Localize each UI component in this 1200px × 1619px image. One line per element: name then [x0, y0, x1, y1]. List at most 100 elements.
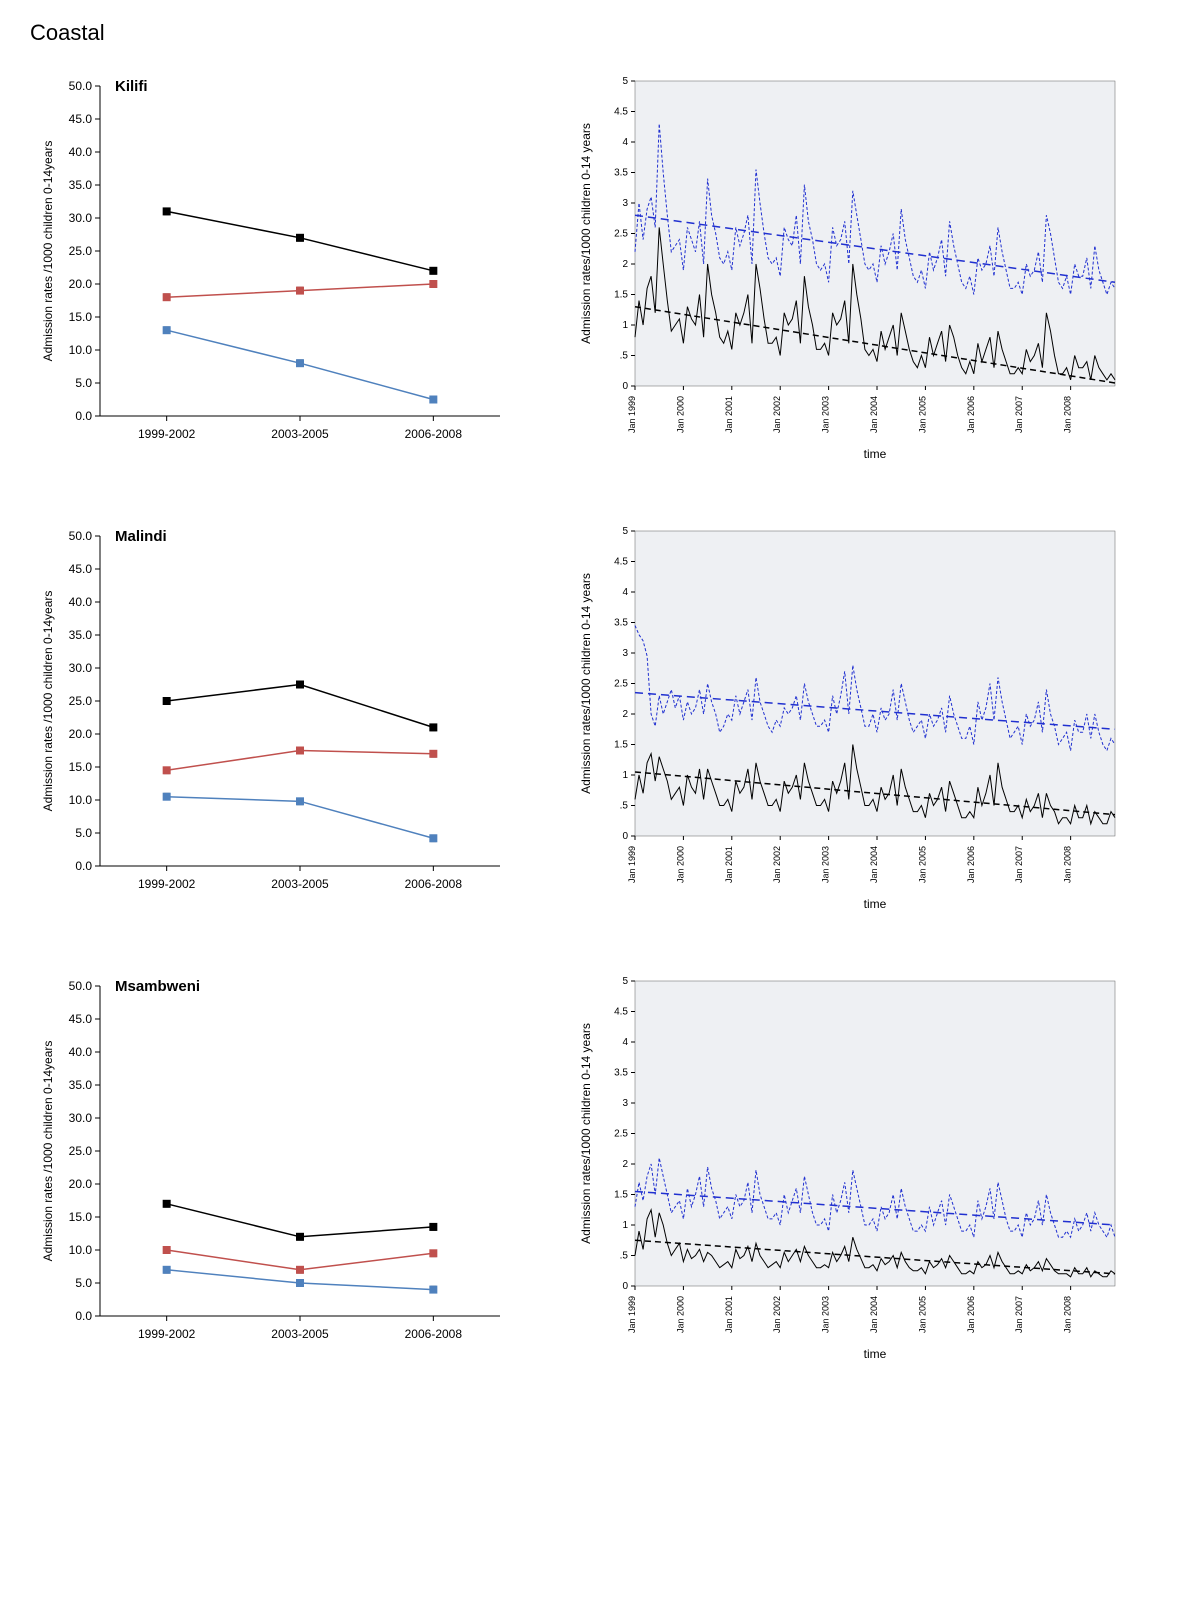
svg-text:1999-2002: 1999-2002	[138, 427, 196, 441]
svg-text:4: 4	[622, 587, 628, 598]
svg-text:Jan 2000: Jan 2000	[675, 396, 685, 433]
svg-text:40.0: 40.0	[69, 145, 93, 159]
svg-text:Jan 2001: Jan 2001	[724, 846, 734, 883]
svg-text:Jan 2007: Jan 2007	[1014, 846, 1024, 883]
svg-text:Jan 2007: Jan 2007	[1014, 1296, 1024, 1333]
svg-text:5.0: 5.0	[75, 826, 92, 840]
svg-text:3.5: 3.5	[614, 618, 628, 629]
svg-text:Jan 2008: Jan 2008	[1063, 1296, 1073, 1333]
site-row-msambweni: 0.05.010.015.020.025.030.035.040.045.050…	[30, 966, 1170, 1366]
svg-text:4: 4	[622, 137, 628, 148]
svg-text:30.0: 30.0	[69, 661, 93, 675]
svg-text:Jan 2000: Jan 2000	[675, 1296, 685, 1333]
svg-text:5.0: 5.0	[75, 376, 92, 390]
svg-text:Jan 2004: Jan 2004	[869, 396, 879, 433]
svg-text:time: time	[864, 1347, 887, 1361]
svg-text:15.0: 15.0	[69, 760, 93, 774]
svg-text:1: 1	[622, 320, 628, 331]
time-series-chart: 0.511.522.533.544.55Jan 1999Jan 2000Jan …	[570, 966, 1130, 1366]
svg-text:Jan 1999: Jan 1999	[627, 846, 637, 883]
svg-text:Jan 2005: Jan 2005	[917, 396, 927, 433]
svg-text:Jan 1999: Jan 1999	[627, 1296, 637, 1333]
site-row-kilifi: 0.05.010.015.020.025.030.035.040.045.050…	[30, 66, 1170, 466]
svg-text:1.5: 1.5	[614, 290, 628, 301]
svg-text:20.0: 20.0	[69, 727, 93, 741]
svg-text:20.0: 20.0	[69, 1177, 93, 1191]
svg-text:2003-2005: 2003-2005	[271, 427, 329, 441]
svg-text:2006-2008: 2006-2008	[405, 1327, 463, 1341]
svg-text:3.5: 3.5	[614, 1068, 628, 1079]
svg-text:0.0: 0.0	[75, 1309, 92, 1323]
svg-text:0.0: 0.0	[75, 409, 92, 423]
svg-text:Admission rates/1000 children: Admission rates/1000 children 0-14 years	[579, 573, 593, 794]
svg-text:Msambweni: Msambweni	[115, 978, 200, 995]
svg-text:30.0: 30.0	[69, 211, 93, 225]
svg-text:0.0: 0.0	[75, 859, 92, 873]
svg-text:Jan 2005: Jan 2005	[917, 846, 927, 883]
charts-container: 0.05.010.015.020.025.030.035.040.045.050…	[30, 66, 1170, 1366]
svg-text:Jan 2007: Jan 2007	[1014, 396, 1024, 433]
svg-text:Jan 2005: Jan 2005	[917, 1296, 927, 1333]
svg-text:0: 0	[622, 831, 628, 842]
svg-text:Jan 2000: Jan 2000	[675, 846, 685, 883]
svg-text:1: 1	[622, 770, 628, 781]
svg-text:4.5: 4.5	[614, 557, 628, 568]
svg-text:0: 0	[622, 1281, 628, 1292]
svg-text:Jan 2004: Jan 2004	[869, 846, 879, 883]
svg-text:50.0: 50.0	[69, 79, 93, 93]
svg-text:2: 2	[622, 1159, 628, 1170]
svg-text:45.0: 45.0	[69, 1012, 93, 1026]
svg-text:0: 0	[622, 381, 628, 392]
period-chart: 0.05.010.015.020.025.030.035.040.045.050…	[30, 516, 510, 916]
svg-text:4: 4	[622, 1037, 628, 1048]
svg-text:25.0: 25.0	[69, 244, 93, 258]
svg-text:45.0: 45.0	[69, 562, 93, 576]
svg-text:time: time	[864, 897, 887, 911]
section-title: Coastal	[30, 20, 1170, 46]
svg-text:Malindi: Malindi	[115, 528, 167, 545]
svg-text:Jan 2001: Jan 2001	[724, 396, 734, 433]
svg-text:Jan 2003: Jan 2003	[821, 396, 831, 433]
period-chart: 0.05.010.015.020.025.030.035.040.045.050…	[30, 966, 510, 1366]
svg-text:45.0: 45.0	[69, 112, 93, 126]
svg-text:20.0: 20.0	[69, 277, 93, 291]
svg-text:2: 2	[622, 709, 628, 720]
svg-text:3: 3	[622, 198, 628, 209]
svg-text:2006-2008: 2006-2008	[405, 427, 463, 441]
svg-text:3: 3	[622, 1098, 628, 1109]
svg-text:25.0: 25.0	[69, 694, 93, 708]
svg-text:5: 5	[622, 526, 628, 537]
svg-text:1999-2002: 1999-2002	[138, 877, 196, 891]
svg-text:40.0: 40.0	[69, 1045, 93, 1059]
period-chart: 0.05.010.015.020.025.030.035.040.045.050…	[30, 66, 510, 466]
svg-text:4.5: 4.5	[614, 1007, 628, 1018]
svg-text:35.0: 35.0	[69, 628, 93, 642]
svg-text:2: 2	[622, 259, 628, 270]
svg-text:Jan 2002: Jan 2002	[772, 846, 782, 883]
site-row-malindi: 0.05.010.015.020.025.030.035.040.045.050…	[30, 516, 1170, 916]
time-series-chart: 0.511.522.533.544.55Jan 1999Jan 2000Jan …	[570, 66, 1130, 466]
svg-text:Admission rates/1000 children: Admission rates/1000 children 0-14 years	[579, 1023, 593, 1244]
svg-text:Jan 2001: Jan 2001	[724, 1296, 734, 1333]
svg-text:1.5: 1.5	[614, 1190, 628, 1201]
svg-text:5.0: 5.0	[75, 1276, 92, 1290]
svg-text:3: 3	[622, 648, 628, 659]
svg-text:Jan 2002: Jan 2002	[772, 1296, 782, 1333]
svg-text:Jan 2003: Jan 2003	[821, 846, 831, 883]
svg-text:2.5: 2.5	[614, 1129, 628, 1140]
svg-text:Jan 2006: Jan 2006	[966, 846, 976, 883]
svg-text:5: 5	[622, 76, 628, 87]
svg-text:.5: .5	[620, 1251, 629, 1262]
svg-text:10.0: 10.0	[69, 1243, 93, 1257]
svg-text:Jan 2008: Jan 2008	[1063, 846, 1073, 883]
svg-text:2.5: 2.5	[614, 679, 628, 690]
svg-text:Jan 2006: Jan 2006	[966, 1296, 976, 1333]
svg-text:50.0: 50.0	[69, 979, 93, 993]
svg-text:Jan 1999: Jan 1999	[627, 396, 637, 433]
svg-text:1: 1	[622, 1220, 628, 1231]
svg-text:3.5: 3.5	[614, 168, 628, 179]
svg-text:25.0: 25.0	[69, 1144, 93, 1158]
svg-text:Jan 2006: Jan 2006	[966, 396, 976, 433]
svg-text:2.5: 2.5	[614, 229, 628, 240]
svg-text:10.0: 10.0	[69, 793, 93, 807]
